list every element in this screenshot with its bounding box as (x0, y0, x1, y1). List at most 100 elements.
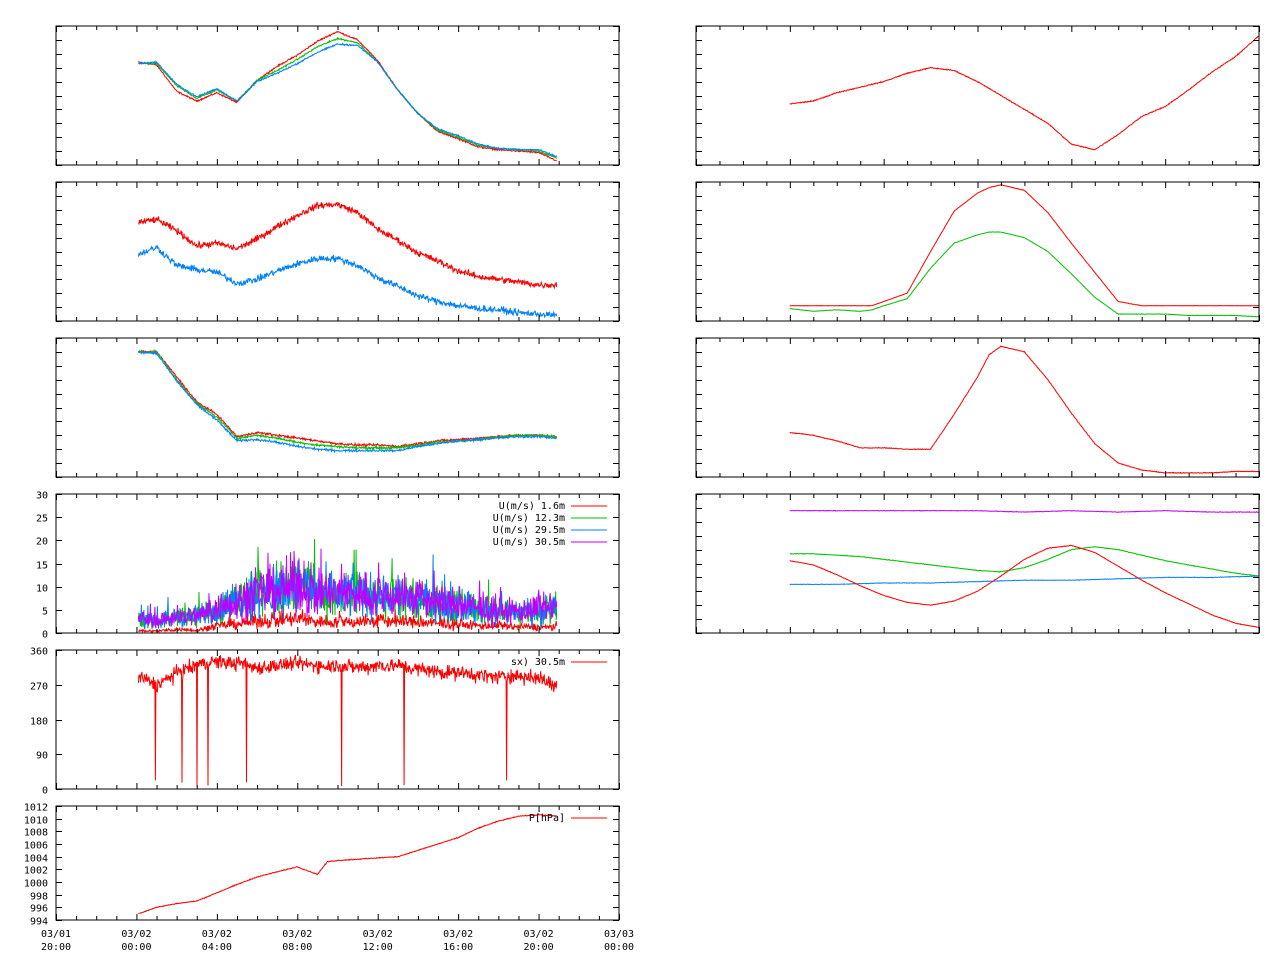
time-tick-date: 03/02 (363, 929, 393, 940)
panel-humidity (55, 181, 620, 322)
x-ticks (696, 26, 1260, 165)
y-ticks (56, 182, 619, 322)
y-tick-label: 1010 (24, 816, 48, 827)
time-tick-time: 16:00 (443, 942, 473, 953)
legend: sx) 30.5m (511, 657, 607, 668)
panel-right-3 (695, 337, 1260, 478)
plot-frame (55, 337, 620, 478)
panel-temperature (55, 25, 620, 166)
panel-right-1 (695, 25, 1260, 166)
series-right-4-0 (789, 509, 1259, 513)
plot-area (789, 345, 1259, 474)
x-ticks (56, 338, 620, 477)
x-ticks (56, 26, 620, 165)
time-axis: 03/01 20:00 03/02 00:00 03/02 04:00 03/02 08:00… (41, 929, 634, 953)
panel-right-4 (695, 493, 1260, 634)
time-tick-time: 04:00 (202, 942, 232, 953)
time-tick-date: 03/02 (524, 929, 554, 940)
time-tick-time: 12:00 (363, 942, 393, 953)
legend-label: U(m/s) 1.6m (499, 501, 565, 512)
series-right-2-0 (789, 184, 1259, 307)
x-ticks (56, 806, 620, 920)
y-ticks (696, 494, 1259, 634)
legend-label: P[hPa] (529, 813, 565, 824)
series-right-2-1 (789, 231, 1259, 318)
y-tick-label: 25 (36, 514, 48, 525)
series-right-4-1 (789, 546, 1259, 577)
series-right-1-0 (789, 35, 1259, 151)
time-tick-time: 20:00 (524, 942, 554, 953)
y-tick-label: 90 (36, 751, 48, 762)
plot-frame (695, 181, 1260, 322)
plot-area (137, 31, 558, 162)
series-wind-direction-0 (137, 654, 558, 787)
x-ticks (56, 182, 620, 321)
plot-frame (695, 25, 1260, 166)
time-tick-date: 03/03 (604, 929, 634, 940)
y-ticks: 0 5 10 15 20 25 30 (36, 491, 619, 641)
legend-label: U(m/s) 30.5m (493, 537, 565, 548)
time-tick-date: 03/02 (282, 929, 312, 940)
series-right-4-3 (789, 544, 1259, 628)
legend-label: sx) 30.5m (511, 657, 565, 668)
plot-area (789, 184, 1259, 318)
plot-area (137, 654, 558, 787)
y-tick-label: 30 (36, 491, 48, 502)
time-tick-time: 00:00 (604, 942, 634, 953)
series-panel-3-0 (137, 348, 557, 449)
plot-frame (55, 649, 620, 790)
y-tick-label: 996 (30, 904, 48, 915)
y-tick-label: 5 (42, 607, 48, 618)
y-tick-label: 360 (30, 647, 48, 658)
series-panel-3-2 (138, 350, 558, 454)
plot-area (137, 539, 558, 633)
series-temperature-2 (138, 42, 558, 158)
series-pressure-0 (138, 813, 557, 915)
plot-frame (695, 493, 1260, 634)
legend: P[hPa] (529, 813, 607, 824)
series-humidity-0 (138, 201, 558, 290)
y-ticks (696, 338, 1259, 478)
y-tick-label: 0 (42, 786, 48, 797)
y-ticks: 0 90 180 270 360 (30, 647, 619, 797)
series-wind-speed-3 (137, 548, 558, 629)
y-tick-label: 270 (30, 682, 48, 693)
y-tick-label: 10 (36, 584, 48, 595)
series-right-4-2 (789, 575, 1259, 586)
legend: U(m/s) 1.6mU(m/s) 12.3mU(m/s) 29.5mU(m/s… (493, 501, 607, 548)
x-ticks (56, 494, 620, 633)
y-ticks (696, 182, 1259, 322)
series-right-3-0 (789, 345, 1259, 474)
y-tick-label: 1002 (24, 866, 48, 877)
y-ticks (56, 338, 619, 478)
time-tick-date: 03/01 (41, 929, 71, 940)
time-tick-date: 03/02 (202, 929, 232, 940)
y-tick-label: 1004 (24, 854, 48, 865)
plot-frame (695, 337, 1260, 478)
y-tick-label: 1006 (24, 841, 48, 852)
y-tick-label: 1008 (24, 828, 48, 839)
x-ticks (56, 650, 620, 789)
y-tick-label: 998 (30, 892, 48, 903)
panel-panel-3 (55, 337, 620, 478)
y-tick-label: 180 (30, 717, 48, 728)
y-tick-label: 1012 (24, 803, 48, 814)
y-tick-label: 15 (36, 561, 48, 572)
plot-area (789, 35, 1259, 151)
x-ticks (696, 338, 1260, 477)
time-tick-time: 00:00 (121, 942, 151, 953)
legend-label: U(m/s) 29.5m (493, 525, 565, 536)
y-tick-label: 0 (42, 630, 48, 641)
x-ticks (696, 494, 1260, 633)
plot-area (789, 509, 1259, 628)
y-ticks (56, 26, 619, 166)
time-tick-date: 03/02 (121, 929, 151, 940)
x-ticks (696, 182, 1260, 321)
y-tick-label: 994 (30, 917, 48, 928)
series-temperature-0 (138, 31, 557, 162)
series-temperature-1 (137, 36, 557, 159)
time-tick-time: 08:00 (282, 942, 312, 953)
